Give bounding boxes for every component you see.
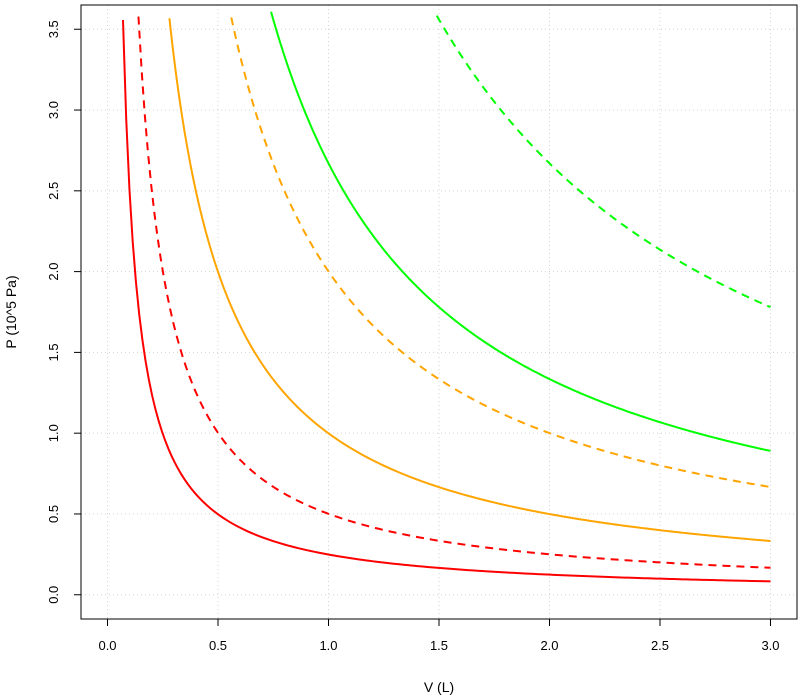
series-line-3 [168,18,771,542]
series-line-2 [137,16,771,569]
series-lines [121,11,771,583]
x-tick-label: 1.0 [319,638,337,653]
x-tick-label: 2.0 [540,638,558,653]
y-tick-label: 3.0 [46,101,61,119]
y-tick-label: 2.5 [46,182,61,200]
x-tick-label: 0.5 [209,638,227,653]
x-tick-label: 0.0 [98,638,116,653]
x-axis-title: V (L) [424,679,454,695]
y-axis: 0.0 0.5 1.0 1.5 2.0 2.5 3.0 3.5 [46,20,82,604]
x-tick-label: 1.5 [430,638,448,653]
x-axis: 0.0 0.5 1.0 1.5 2.0 2.5 3.0 [98,618,780,653]
grid [81,5,797,619]
x-tick-label: 3.0 [761,638,779,653]
series-line-5 [270,11,771,452]
y-tick-label: 1.0 [46,424,61,442]
y-tick-label: 2.0 [46,263,61,281]
y-axis-title: P (10^5 Pa) [3,275,19,348]
series-line-4 [230,17,771,488]
y-tick-label: 0.5 [46,505,61,523]
series-line-6 [435,15,771,309]
y-tick-label: 0.0 [46,586,61,604]
series-line-1 [121,19,771,583]
y-tick-label: 3.5 [46,20,61,38]
y-tick-label: 1.5 [46,343,61,361]
x-tick-label: 2.5 [651,638,669,653]
